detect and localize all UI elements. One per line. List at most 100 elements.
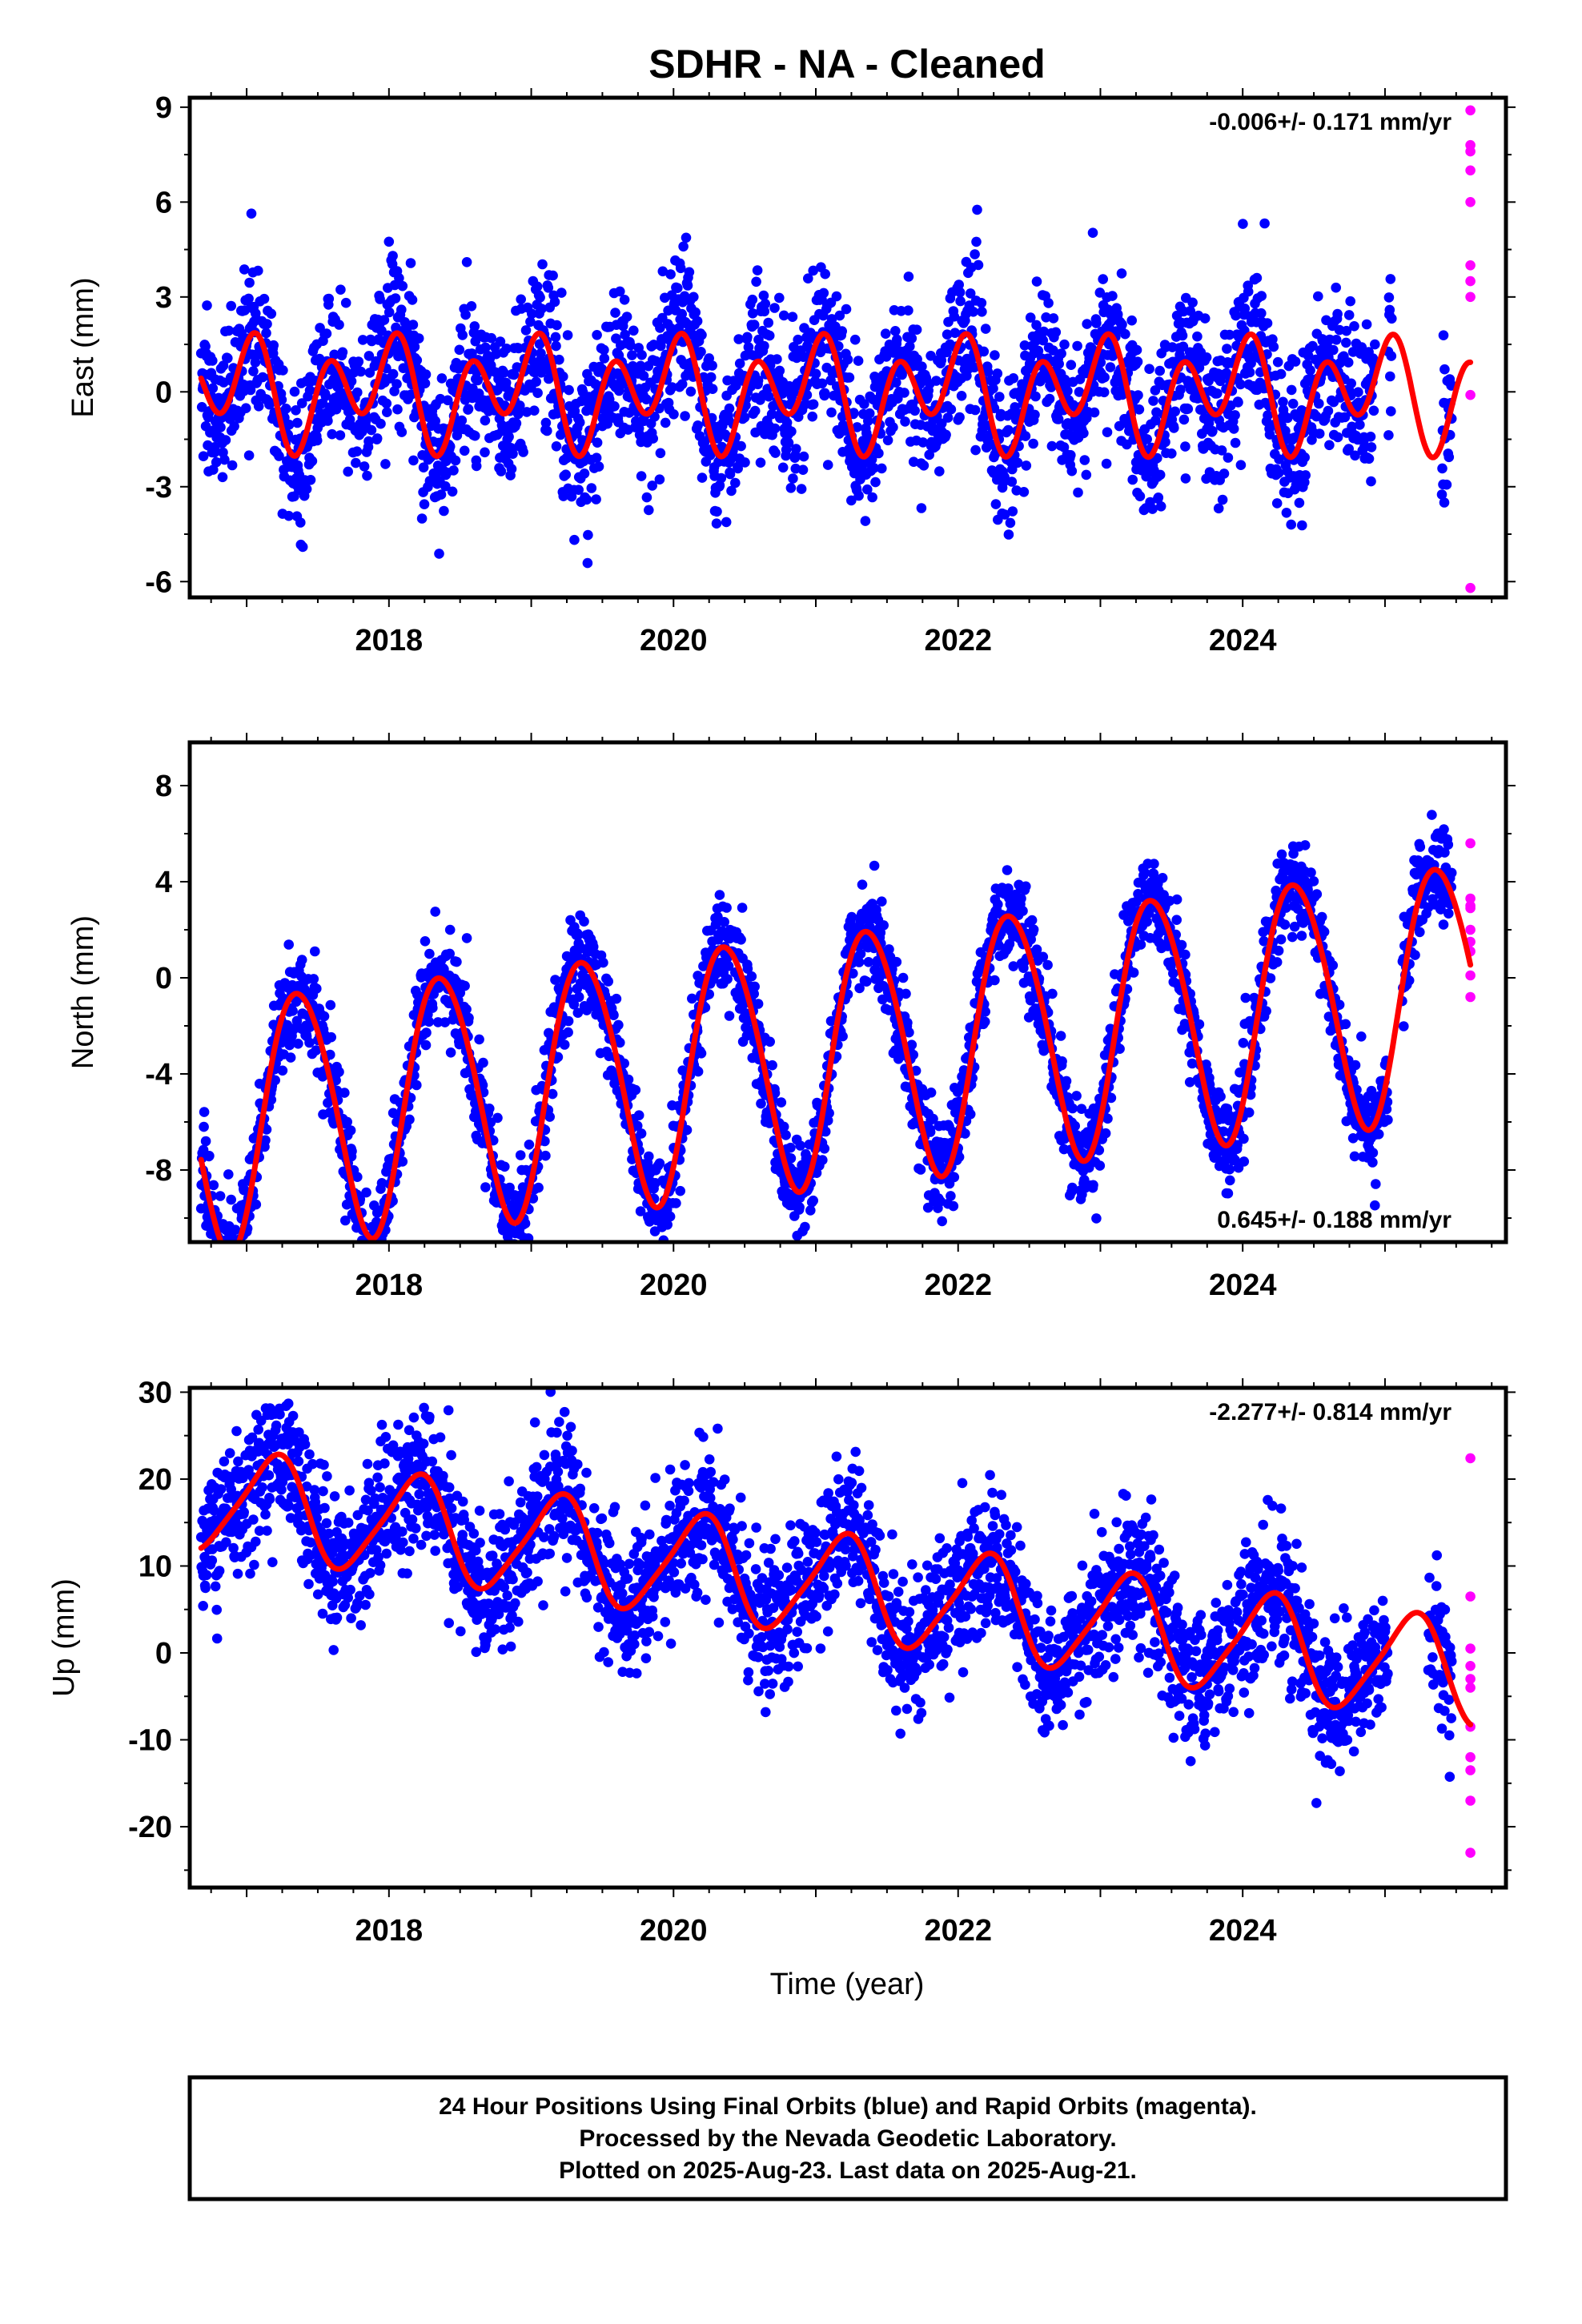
east-point — [1307, 340, 1318, 352]
east-point — [335, 430, 346, 440]
east-point — [1385, 274, 1396, 284]
north-point — [219, 1255, 229, 1265]
east-point — [323, 416, 333, 426]
east-point — [730, 477, 741, 489]
east-point — [817, 378, 828, 389]
east-point — [870, 476, 881, 488]
north-point — [460, 980, 470, 991]
east-point — [301, 484, 312, 494]
north-point — [654, 1158, 665, 1168]
east-point — [1305, 365, 1315, 376]
north-point — [430, 907, 440, 917]
north-point — [794, 1202, 805, 1212]
east-point — [521, 407, 532, 417]
east-point — [480, 447, 490, 458]
east-point — [248, 366, 259, 376]
east-point — [747, 308, 758, 319]
east-rapid-orbit-points — [1465, 105, 1476, 593]
north-point — [665, 1211, 676, 1222]
east-point — [822, 460, 833, 470]
north-point — [228, 1251, 239, 1261]
east-point — [246, 208, 257, 219]
east-rapid-point — [1465, 146, 1476, 157]
east-rapid-point — [1465, 292, 1476, 303]
north-point — [948, 1200, 959, 1212]
east-point — [689, 292, 699, 303]
east-point — [1439, 497, 1450, 508]
east-point — [243, 450, 255, 460]
east-point — [810, 368, 821, 380]
east-point — [673, 323, 685, 334]
east-point — [638, 371, 649, 381]
east-point — [337, 347, 348, 358]
east-point — [420, 378, 431, 389]
north-point — [480, 1182, 491, 1192]
east-point — [726, 485, 737, 497]
east-point — [1332, 308, 1343, 320]
east-point — [982, 367, 994, 377]
north-point — [737, 903, 748, 913]
east-point — [1343, 444, 1354, 454]
north-point — [340, 1215, 351, 1226]
east-point — [375, 418, 386, 429]
east-point — [343, 466, 354, 477]
east-point — [1170, 406, 1180, 417]
east-point — [971, 236, 982, 247]
east-point — [1160, 436, 1170, 448]
north-point — [719, 917, 729, 927]
north-point — [742, 963, 753, 974]
north-point — [225, 1258, 235, 1269]
east-point — [1018, 487, 1030, 497]
east-point — [725, 468, 736, 480]
east-point — [1079, 455, 1090, 465]
east-point — [759, 306, 770, 317]
north-point — [1016, 893, 1026, 904]
east-point — [281, 404, 291, 414]
east-point — [1273, 468, 1284, 478]
east-point — [1259, 218, 1270, 229]
north-point — [767, 1059, 777, 1071]
east-y-tick-label: 6 — [155, 186, 172, 219]
east-point — [621, 312, 632, 322]
north-point — [508, 1249, 518, 1260]
east-point — [1041, 312, 1051, 323]
north-point — [615, 1037, 625, 1048]
north-point — [229, 1278, 239, 1289]
north-point — [572, 930, 584, 940]
north-point — [212, 1243, 223, 1253]
north-point — [231, 1258, 241, 1269]
east-point — [535, 292, 545, 303]
north-point — [232, 1244, 243, 1254]
north-point — [808, 1195, 818, 1206]
north-point — [1002, 865, 1013, 875]
north-point — [516, 1244, 527, 1254]
east-point — [740, 457, 750, 468]
east-point — [1072, 340, 1082, 352]
east-point — [1132, 356, 1143, 368]
north-point — [722, 974, 733, 984]
east-point — [211, 456, 222, 468]
east-rapid-point — [1465, 197, 1476, 207]
north-point — [633, 1110, 644, 1120]
east-point — [956, 391, 967, 401]
east-point — [1244, 367, 1255, 378]
east-point — [693, 420, 703, 431]
north-point — [308, 974, 319, 984]
east-point — [692, 316, 703, 327]
east-point — [1134, 491, 1146, 501]
north-point — [199, 1121, 209, 1132]
east-y-tick-label: 9 — [155, 91, 172, 125]
east-point — [733, 463, 743, 474]
east-point — [1099, 372, 1110, 383]
east-point — [1043, 298, 1054, 308]
east-point — [340, 297, 351, 308]
east-point — [592, 437, 603, 448]
east-point — [766, 408, 777, 420]
east-point — [357, 335, 368, 345]
north-point — [310, 946, 320, 957]
east-point — [665, 269, 676, 279]
north-point — [696, 1048, 707, 1059]
east-point — [1020, 431, 1031, 441]
east-point — [990, 499, 1002, 509]
north-point — [785, 1142, 796, 1153]
